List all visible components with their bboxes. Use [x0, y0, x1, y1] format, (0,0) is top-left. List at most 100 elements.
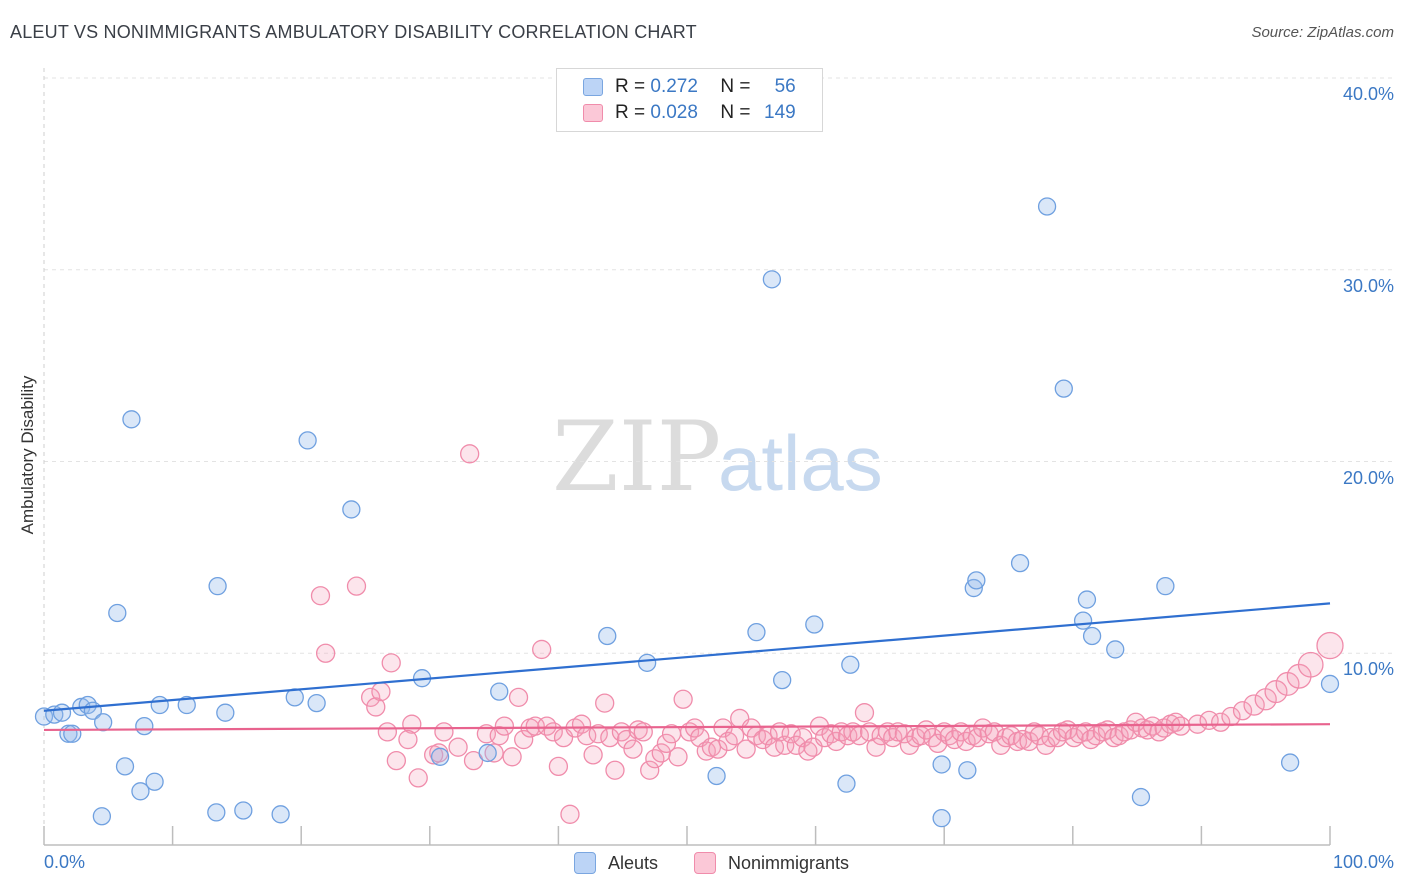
nonimmigrants-point: [1243, 694, 1265, 716]
aleuts-point: [307, 693, 326, 713]
n-label: N =: [720, 76, 756, 97]
nonimmigrants-point: [489, 726, 509, 746]
nonimmigrants-point: [786, 735, 806, 755]
nonimmigrants-point: [894, 724, 914, 744]
stats-legend: R = 0.272 N = 56 R = 0.028 N = 149: [556, 68, 823, 132]
aleuts-point: [52, 703, 72, 722]
nonimmigrants-point: [922, 727, 943, 748]
nonimmigrants-point: [360, 687, 381, 708]
aleuts-point: [208, 576, 227, 596]
nonimmigrants-point: [371, 681, 391, 702]
aleuts-point: [478, 743, 497, 763]
r-label: R =: [615, 102, 651, 123]
aleuts-point: [637, 653, 657, 672]
nonimmigrants-point: [736, 739, 756, 759]
aleuts-legend-label: Aleuts: [608, 852, 659, 873]
x-tick-label-max: 100.0%: [1332, 852, 1394, 872]
aleuts-point: [747, 623, 766, 642]
aleuts-point: [63, 724, 82, 743]
aleuts-point: [108, 603, 127, 623]
nonimmigrants-point: [434, 722, 454, 742]
x-tick-label-min: 0.0%: [44, 852, 86, 872]
nonimmigrants-point: [448, 737, 468, 757]
nonimmigrants-point: [514, 729, 534, 750]
aleuts-point: [145, 772, 164, 791]
nonimmigrants-point: [1211, 712, 1231, 732]
axes: [43, 68, 1331, 846]
aleuts-legend-swatch: [574, 852, 596, 874]
nonimmigrants-point: [781, 724, 801, 744]
nonimmigrants-point: [398, 729, 418, 750]
aleuts-point: [430, 747, 450, 766]
nonimmigrants-point: [708, 739, 728, 759]
aleuts-point: [805, 615, 824, 634]
nonimmigrants-point: [381, 653, 401, 673]
nonimmigrants-points: [310, 444, 1344, 824]
nonimmigrants-point: [571, 714, 592, 734]
aleuts-point: [92, 807, 112, 826]
nonimmigrants-point: [1264, 680, 1288, 704]
aleuts-point: [837, 774, 856, 793]
nonimmigrants-point: [600, 727, 620, 748]
y-tick-label: 30.0%: [1342, 275, 1394, 296]
nonimmigrants-point: [1316, 631, 1344, 660]
zipatlas-watermark: ZIP atlas: [552, 401, 883, 513]
aleuts-point: [216, 703, 235, 722]
aleuts-point: [762, 270, 782, 289]
nonimmigrants-point: [854, 703, 875, 723]
aleuts-point: [773, 670, 792, 690]
aleuts-point: [1082, 626, 1102, 646]
aleuts-point: [1037, 197, 1057, 216]
aleuts-point: [177, 695, 196, 715]
chart-title: ALEUT VS NONIMMIGRANTS AMBULATORY DISABI…: [10, 22, 697, 42]
nonimmigrants-point: [463, 750, 484, 771]
nonimmigrants-point: [866, 737, 886, 757]
aleuts-point: [78, 695, 97, 715]
nonimmigrants-point: [640, 760, 660, 780]
r-value: 0.272: [650, 76, 698, 97]
nonimmigrants-point: [595, 693, 615, 713]
nonimmigrants-point: [408, 768, 428, 788]
nonimmigrants-point: [1286, 663, 1312, 689]
aleuts-point: [1320, 674, 1340, 694]
legend-item-aleuts: Aleuts: [574, 852, 658, 874]
nonimmigrants-point: [532, 639, 552, 660]
aleuts-point: [122, 410, 141, 429]
nonimmigrants-point: [623, 739, 643, 759]
nonimmigrants-point: [310, 586, 331, 606]
n-label: N =: [720, 102, 756, 123]
aleuts-point: [1106, 640, 1125, 659]
legend-row-aleuts: R = 0.272 N = 56: [583, 75, 796, 99]
nonimmigrants-point: [656, 733, 677, 754]
aleuts-point: [1077, 590, 1097, 609]
aleuts-point: [1054, 379, 1073, 398]
legend-row-nonimmigrants: R = 0.028 N = 149: [583, 101, 796, 125]
nonimmigrants-point: [346, 576, 367, 596]
aleuts-point: [271, 805, 290, 824]
aleuts-point: [932, 809, 951, 828]
nonimmigrants-point: [377, 722, 398, 742]
aleuts-point: [298, 431, 317, 450]
nonimmigrants-point: [1047, 727, 1068, 748]
nonimmigrants-point: [508, 687, 529, 708]
aleuts-point: [707, 766, 726, 786]
aleuts-point: [958, 761, 977, 780]
y-tick-label: 20.0%: [1342, 467, 1394, 488]
nonimmigrants-point: [1041, 727, 1061, 748]
nonimmigrants-legend-label: Nonimmigrants: [728, 852, 850, 873]
aleuts-point: [1280, 753, 1300, 772]
nonimmigrants-point: [583, 745, 603, 765]
aleuts-point: [150, 695, 169, 715]
nonimmigrants-point: [633, 722, 653, 742]
nonimmigrants-point: [673, 689, 693, 709]
nonimmigrants-point: [1297, 651, 1324, 678]
r-value: 0.028: [650, 102, 698, 123]
watermark-atlas: atlas: [718, 419, 883, 507]
chart-source: Source: ZipAtlas.com: [1251, 24, 1394, 41]
nonimmigrants-point: [605, 760, 625, 780]
legend-item-nonimmigrants: Nonimmigrants: [694, 852, 849, 874]
aleuts-point: [1156, 576, 1175, 596]
aleuts-point: [1131, 787, 1151, 807]
nonimmigrants-point: [1171, 716, 1191, 736]
